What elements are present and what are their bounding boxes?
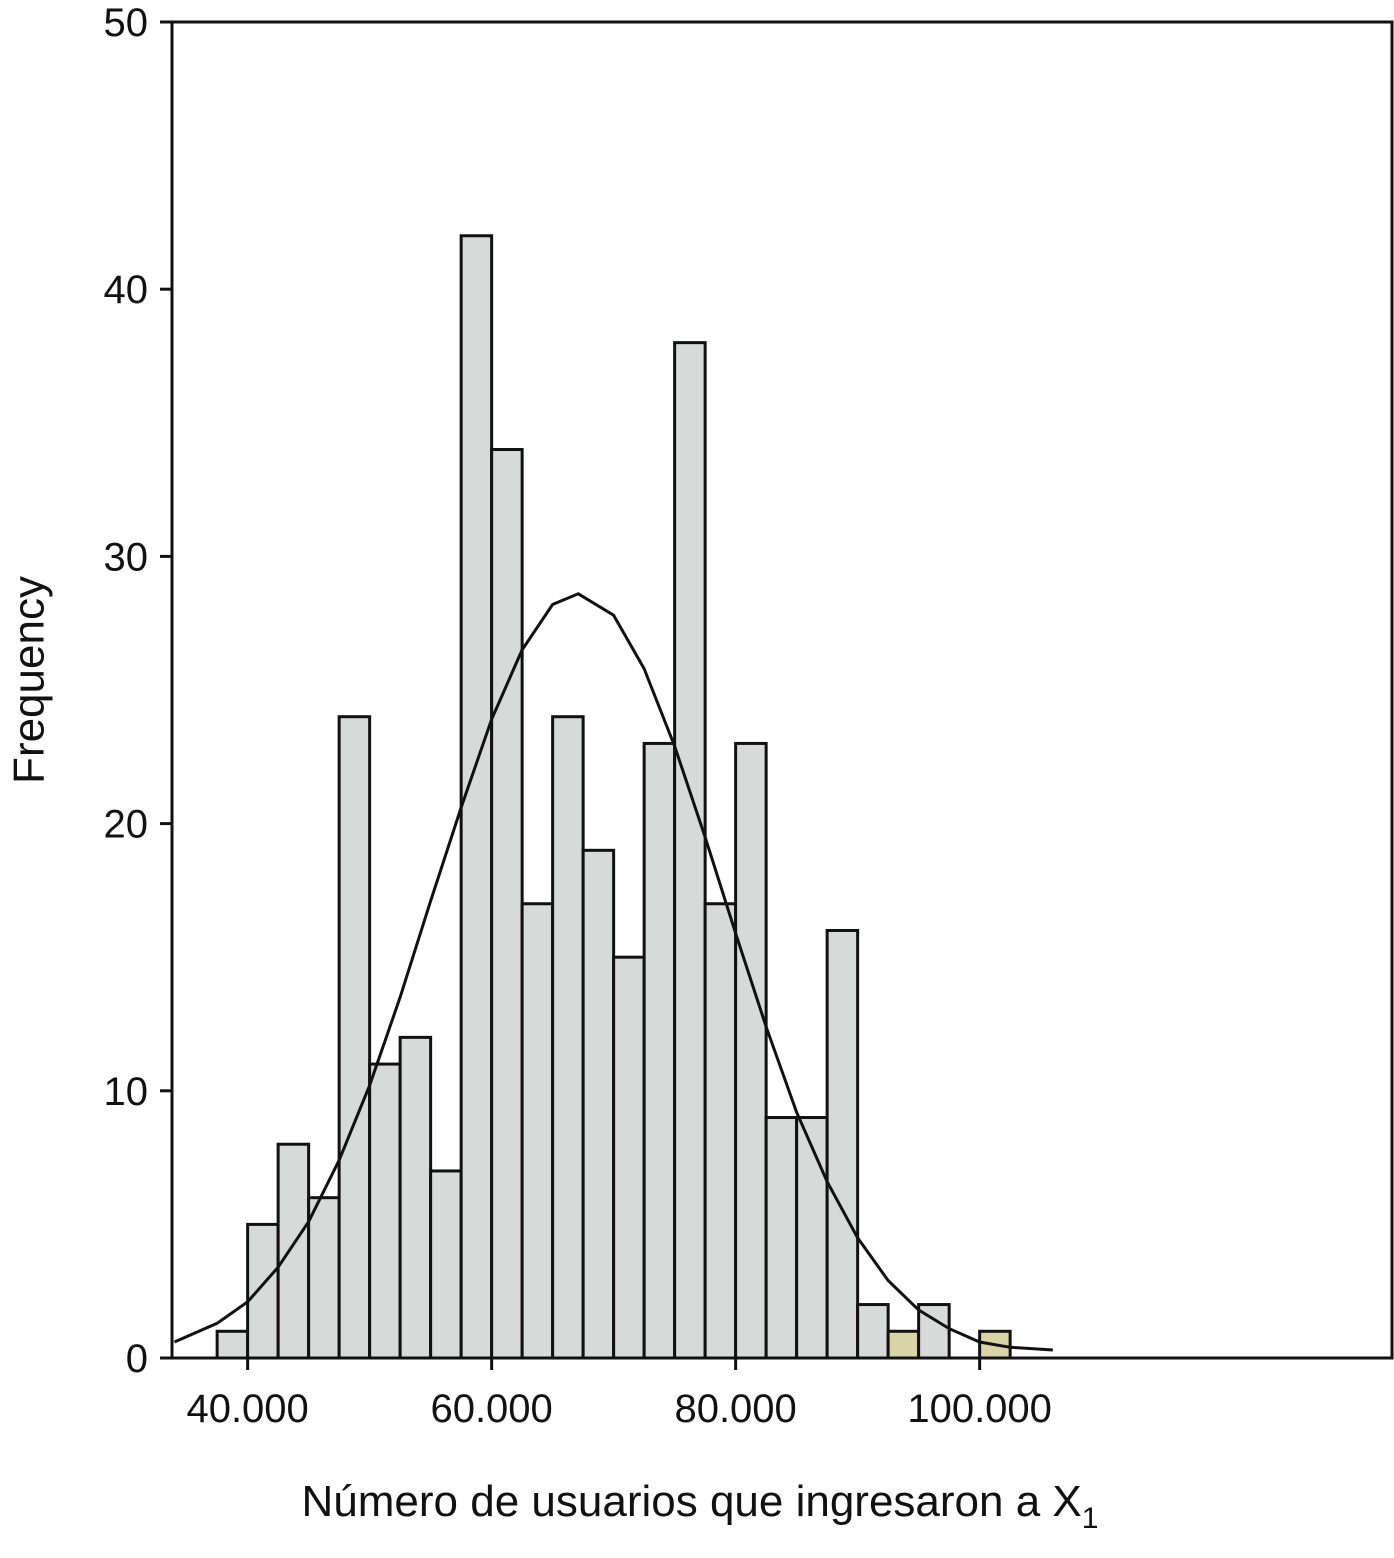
x-axis-label: Número de usuarios que ingresaron a X1: [302, 1477, 1099, 1535]
y-axis-label: Frequency: [5, 576, 54, 784]
histogram-bar: [429, 1169, 463, 1360]
histogram-bar: [551, 715, 585, 1360]
histogram-bar: [398, 1035, 433, 1360]
histogram-bar: [307, 1196, 341, 1360]
x-axis-label-text: Número de usuarios que ingresaron a X: [302, 1477, 1082, 1526]
normal-curve: [173, 592, 1053, 1352]
histogram-bar: [642, 741, 677, 1360]
histogram-bar: [520, 902, 555, 1360]
histogram-bar: [490, 448, 524, 1360]
x-axis-label-subscript: 1: [1082, 1502, 1099, 1535]
histogram-bar: [246, 1222, 280, 1360]
histogram-bar: [825, 928, 860, 1360]
y-tick-label: 50: [104, 1, 149, 45]
x-tick-label: 40.000: [186, 1387, 308, 1431]
x-tick-label: 60.000: [430, 1387, 552, 1431]
y-tick-label: 20: [104, 803, 149, 847]
y-tick-label: 0: [126, 1337, 148, 1381]
plot-frame: [170, 20, 1394, 1360]
x-tick-label: 80.000: [674, 1387, 796, 1431]
histogram-bar: [276, 1142, 311, 1360]
histogram-bar: [612, 955, 646, 1360]
histogram-bar: [703, 902, 738, 1360]
histogram-bar: [886, 1329, 921, 1360]
histogram-bar: [368, 1062, 402, 1360]
y-tick-label: 10: [104, 1070, 149, 1114]
histogram-bar: [795, 1116, 829, 1360]
histogram-bar: [764, 1116, 799, 1360]
histogram-bar: [673, 341, 707, 1360]
y-tick-label: 30: [104, 535, 149, 579]
histogram-bar: [734, 741, 768, 1360]
histogram-bar: [215, 1329, 250, 1360]
histogram-bar: [581, 848, 616, 1360]
histogram-bar: [337, 715, 372, 1360]
histogram-bar: [856, 1303, 890, 1360]
x-tick-label: 100.000: [907, 1387, 1052, 1431]
y-tick-label: 40: [104, 268, 149, 312]
